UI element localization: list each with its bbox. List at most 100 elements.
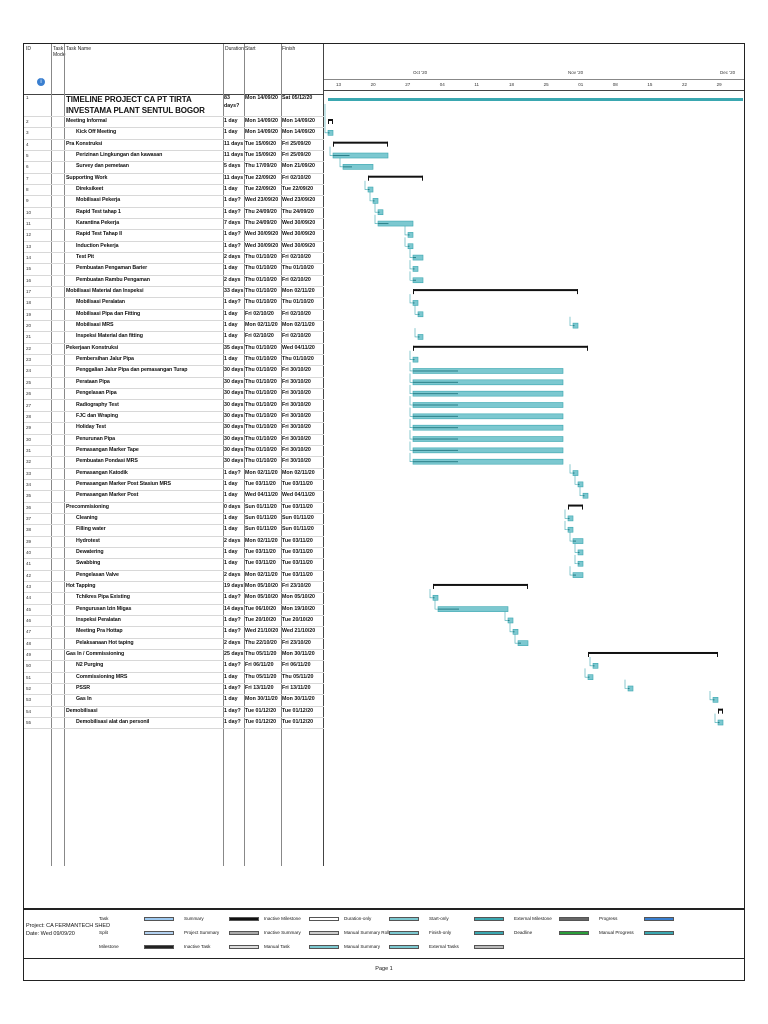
task-start: Thu 01/10/20: [245, 390, 277, 397]
table-row[interactable]: 29 Holiday Test 30 days Thu 01/10/20 Fri 30/…: [24, 422, 324, 435]
row-id: 36: [26, 504, 32, 510]
table-row[interactable]: 14 Test Pit 2 days Thu 01/10/20 Fri 02/10/20: [24, 252, 324, 265]
day-label: 11: [474, 82, 480, 87]
task-duration: 1 day?: [224, 685, 241, 691]
table-row[interactable]: 52 PSSR 1 day? Fri 13/11/20 Fri 13/11/20: [24, 683, 324, 696]
gantt-frame: ID Task Mode Task Name Duration Start Fi…: [23, 43, 745, 909]
task-name: Pemasangan Katodik: [76, 469, 128, 476]
table-row[interactable]: 7 Supporting Work 11 days Tue 22/09/20 Fri 0…: [24, 173, 324, 186]
task-start: Thu 01/10/20: [245, 446, 277, 453]
task-finish: Tue 03/11/20: [282, 571, 313, 578]
row-id: 31: [26, 447, 32, 453]
legend-swatch: [559, 917, 589, 921]
table-row[interactable]: 16 Pembuatan Rambu Pengaman 2 days Thu 01/1…: [24, 275, 324, 288]
table-row[interactable]: 42 Pengelasan Valve 2 days Mon 02/11/20 Tue …: [24, 570, 324, 582]
table-row[interactable]: 54 Demobilisasi 1 day? Tue 01/12/20 Tue 01/1…: [24, 706, 324, 718]
task-start: Sun 01/11/20: [245, 514, 277, 521]
table-row[interactable]: 26 Pengelasan Pipa 30 days Thu 01/10/20 Fri …: [24, 388, 324, 401]
table-row[interactable]: 44 Tchikres Pipa Existing 1 day? Mon 05/10/…: [24, 592, 324, 605]
dependency-link: [409, 350, 413, 360]
table-row[interactable]: 47 Meeting Pra Hottap 1 day? Wed 21/10/20 We…: [24, 626, 324, 639]
table-row[interactable]: 19 Mobilisasi Pipa dan Fitting 1 day Fri 02…: [24, 309, 324, 322]
table-row[interactable]: 21 Inspeksi Material dan fitting 1 day Fri …: [24, 331, 324, 344]
table-row[interactable]: 51 Commissioning MRS 1 day Thu 05/11/20 Thu …: [24, 672, 324, 684]
table-row[interactable]: 2 Meeting Informal 1 day Mon 14/09/20 Mon 14…: [24, 116, 324, 129]
table-row[interactable]: 31 Pemasangan Marker Tape 30 days Thu 01/10…: [24, 445, 324, 458]
task-progress: [518, 642, 521, 644]
table-row[interactable]: 37 Cleaning 1 day Sun 01/11/20 Sun 01/11/20: [24, 513, 324, 526]
table-row[interactable]: 39 Hydrotest 2 days Mon 02/11/20 Tue 03/11/2…: [24, 536, 324, 548]
task-start: Mon 05/10/20: [245, 594, 278, 601]
table-row[interactable]: 46 Inspeksi Peralatan 1 day? Tue 20/10/20 Tu…: [24, 615, 324, 628]
table-row[interactable]: 4 Pra Konstruksi 11 days Tue 15/09/20 Fri 25…: [24, 139, 324, 151]
table-row[interactable]: 22 Pekerjaan Konstruksi 35 days Thu 01/10/2…: [24, 343, 324, 356]
table-row[interactable]: 11 Karantina Pekerja 7 days Thu 24/09/20 Wed…: [24, 218, 324, 231]
table-row[interactable]: 53 Gas In 1 day Mon 30/11/20 Mon 30/11/20: [24, 694, 324, 707]
task-start: Thu 01/10/20: [245, 265, 277, 272]
table-row[interactable]: 43 Hot Tapping 19 days?Mon 05/10/20 Fri 23/…: [24, 581, 324, 594]
table-row[interactable]: 20 Mobilisasi MRS 1 day Mon 02/11/20 Mon 02/…: [24, 320, 324, 333]
month-label: Dec '20: [720, 70, 736, 75]
table-row[interactable]: 32 Pembuatan Pondasi MRS 30 days Thu 01/10/…: [24, 456, 324, 469]
legend-swatch: [559, 931, 589, 935]
task-progress: [628, 688, 630, 689]
task-name: Gas In: [76, 696, 92, 703]
table-row[interactable]: 41 Swabbing 1 day Tue 03/11/20 Tue 03/11/20: [24, 558, 324, 571]
task-start: Thu 24/09/20: [245, 208, 277, 215]
legend-label: Manual Summary: [344, 944, 380, 949]
table-row[interactable]: 18 Mobilisasi Peralatan 1 day? Thu 01/10/20…: [24, 297, 324, 310]
task-start: Tue 22/09/20: [245, 186, 277, 193]
table-row[interactable]: 17 Mobilisasi Material dan Inspeksi 33 day…: [24, 286, 324, 299]
row-id: 38: [26, 527, 32, 533]
table-row[interactable]: 1 TIMELINE PROJECT CA PT TIRTA INVESTAMA …: [24, 94, 324, 117]
table-row[interactable]: 35 Pemasangan Marker Post 1 day Wed 04/11/2…: [24, 490, 324, 503]
table-row[interactable]: 23 Pembersihan Jalur Pipa 1 day Thu 01/10/2…: [24, 354, 324, 367]
table-row[interactable]: 50 N2 Purging 1 day? Fri 06/11/20 Fri 06/11/…: [24, 660, 324, 673]
task-start: Tue 06/10/20: [245, 605, 277, 612]
task-start: Thu 01/10/20: [245, 276, 277, 283]
table-row[interactable]: 5 Perizinan Lingkungan dan kawasan 11 days…: [24, 150, 324, 163]
col-finish: Finish: [282, 46, 296, 52]
row-id: 41: [26, 561, 32, 567]
task-duration: 14 days: [224, 605, 244, 612]
table-row[interactable]: 9 Mobilisasi Pekerja 1 day? Wed 23/09/20 Wed…: [24, 195, 324, 208]
row-id: 50: [26, 663, 32, 669]
table-row[interactable]: 40 Dewatering 1 day Tue 03/11/20 Tue 03/11/2…: [24, 547, 324, 560]
task-name: Mobilisasi Pipa dan Fitting: [76, 310, 141, 317]
table-row[interactable]: 27 Radiography Test 30 days Thu 01/10/20 Fri…: [24, 400, 324, 412]
task-duration: 35 days: [224, 344, 244, 351]
table-row[interactable]: 24 Penggalian Jalur Pipa dan pemasangan T…: [24, 365, 324, 378]
table-row[interactable]: 48 Pelaksanaan Hot taping 2 days Thu 22/10/…: [24, 638, 324, 650]
legend-swatch: [644, 917, 674, 921]
row-id: 7: [26, 175, 29, 181]
table-row[interactable]: 55 Demobilisasi alat dan personil 1 day? Tu…: [24, 717, 324, 730]
task-start: Thu 05/11/20: [245, 650, 277, 657]
task-finish: Mon 14/09/20: [282, 118, 315, 124]
dependency-link: [404, 226, 408, 236]
table-row[interactable]: 36 Precommisioning 0 days Sun 01/11/20 Tue 0…: [24, 502, 324, 514]
table-row[interactable]: 45 Pengurusan Izin Migas 14 days Tue 06/10/…: [24, 604, 324, 616]
table-row[interactable]: 8 Direksikeet 1 day Tue 22/09/20 Tue 22/09/2…: [24, 184, 324, 197]
legend-swatch: [144, 917, 174, 921]
table-row[interactable]: 12 Rapid Test Tahap II 1 day? Wed 30/09/20 W…: [24, 229, 324, 242]
col-mode: Task Mode: [53, 46, 66, 58]
table-row[interactable]: 3 Kick Off Meeting 1 day Mon 14/09/20 Mon 14…: [24, 127, 324, 140]
table-row[interactable]: 49 Gas In / Commissioning 25 days Thu 05/11…: [24, 649, 324, 662]
table-row[interactable]: 10 Rapid Test tahap 1 1 day? Thu 24/09/20 Th…: [24, 207, 324, 220]
row-id: 35: [26, 493, 32, 499]
table-row[interactable]: 33 Pemasangan Katodik 1 day? Mon 02/11/20 Mo…: [24, 468, 324, 480]
table-row[interactable]: 25 Perataan Pipa 30 days Thu 01/10/20 Fri 30…: [24, 377, 324, 390]
table-row[interactable]: 15 Pembuatan Pengaman Barier 1 day Thu 01/1…: [24, 263, 324, 276]
table-row[interactable]: 28 FJC dan Wraping 30 days Thu 01/10/20 Fri …: [24, 411, 324, 424]
table-row[interactable]: 30 Penurunan Pipa 30 days Thu 01/10/20 Fri 3…: [24, 434, 324, 446]
task-start: Tue 03/11/20: [245, 548, 276, 555]
table-row[interactable]: 13 Induction Pekerja 1 day? Wed 30/09/20 Wed…: [24, 241, 324, 254]
dependency-link: [409, 294, 413, 304]
task-duration: 30 days: [224, 367, 244, 374]
table-row[interactable]: 6 Survey dan pemetaan 5 days Thu 17/09/20 Mo…: [24, 161, 324, 174]
task-progress: [578, 563, 580, 565]
legend-label: Manual Progress: [599, 930, 634, 935]
table-row[interactable]: 34 Pemasangan Marker Post Stasiun MRS 1 da…: [24, 479, 324, 492]
table-row[interactable]: 38 Filling water 1 day Sun 01/11/20 Sun 01/1…: [24, 524, 324, 537]
row-id: 54: [26, 708, 32, 714]
